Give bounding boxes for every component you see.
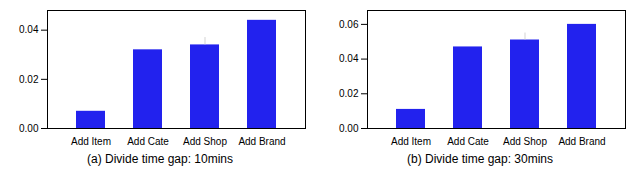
- svg-text:Add Shop: Add Shop: [183, 136, 227, 147]
- svg-text:Add Item: Add Item: [391, 136, 431, 147]
- svg-text:Add Shop: Add Shop: [503, 136, 547, 147]
- svg-text:0.06: 0.06: [339, 19, 359, 30]
- svg-text:Add Brand: Add Brand: [558, 136, 605, 147]
- svg-text:0.00: 0.00: [339, 123, 359, 134]
- svg-text:Add Item: Add Item: [71, 136, 111, 147]
- html-text:(b) Divide time gap: 30mins: (b) Divide time gap: 30mins: [407, 152, 553, 166]
- svg-text:Add Cate: Add Cate: [127, 136, 169, 147]
- svg-text:Add Cate: Add Cate: [447, 136, 489, 147]
- svg-text:0.04: 0.04: [19, 24, 39, 35]
- html-text:(a) Divide time gap: 10mins: (a) Divide time gap: 10mins: [87, 152, 233, 166]
- svg-text:0.04: 0.04: [339, 53, 359, 64]
- svg-text:0.00: 0.00: [19, 123, 39, 134]
- svg-text:Add Brand: Add Brand: [238, 136, 285, 147]
- svg-text:0.02: 0.02: [19, 74, 39, 85]
- svg-text:0.02: 0.02: [339, 88, 359, 99]
